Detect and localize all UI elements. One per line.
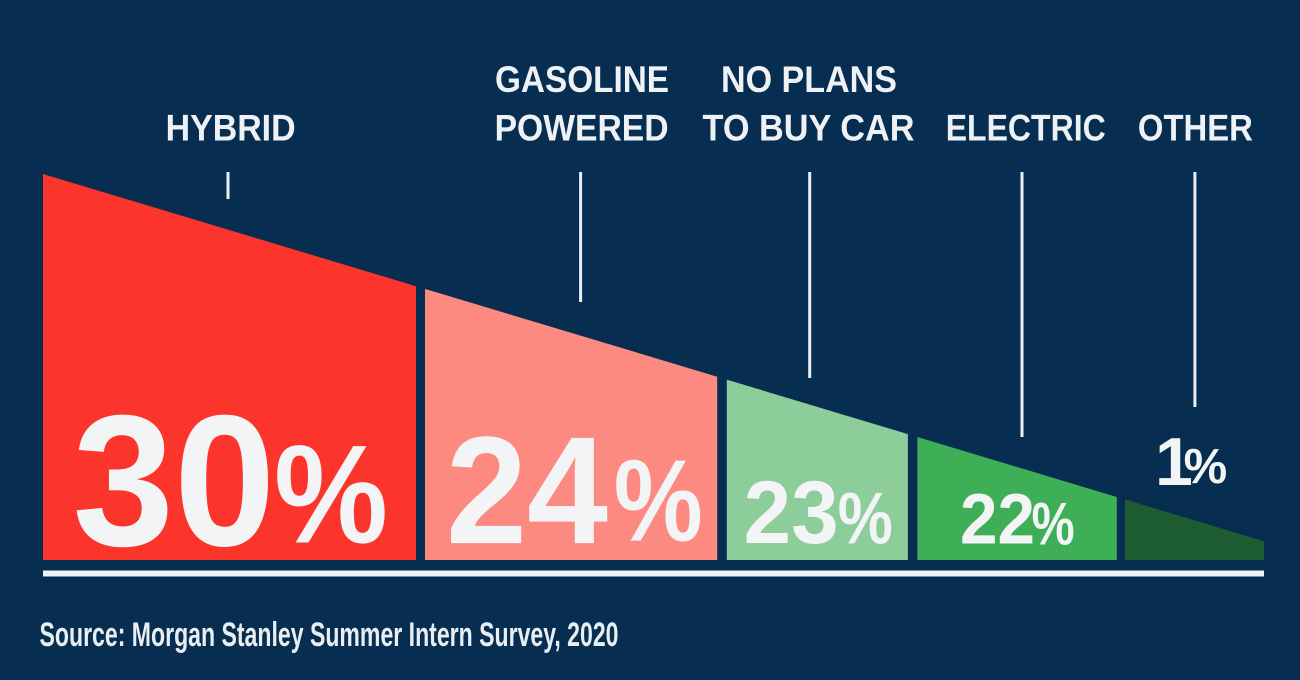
svg-text:22: 22: [960, 481, 1035, 560]
svg-text:TO BUY CAR: TO BUY CAR: [703, 108, 915, 149]
svg-text:GASOLINE: GASOLINE: [495, 59, 669, 100]
svg-text:%: %: [838, 479, 893, 560]
svg-text:%: %: [1032, 490, 1075, 557]
svg-text:%: %: [1184, 440, 1228, 494]
svg-text:HYBRID: HYBRID: [166, 108, 296, 149]
svg-text:24: 24: [446, 405, 608, 576]
svg-text:23: 23: [744, 462, 839, 562]
svg-text:30: 30: [73, 376, 276, 585]
svg-text:%: %: [274, 416, 388, 573]
svg-text:%: %: [614, 436, 703, 566]
svg-text:NO PLANS: NO PLANS: [721, 59, 897, 100]
svg-text:OTHER: OTHER: [1138, 108, 1253, 149]
svg-text:POWERED: POWERED: [495, 108, 669, 149]
svg-text:ELECTRIC: ELECTRIC: [946, 108, 1106, 149]
svg-text:1: 1: [1155, 424, 1193, 500]
svg-text:Source: Morgan Stanley Summer: Source: Morgan Stanley Summer Intern Sur…: [40, 616, 619, 654]
